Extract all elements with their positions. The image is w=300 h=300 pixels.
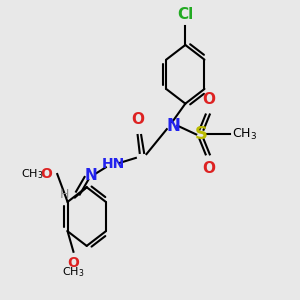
Text: O: O — [203, 161, 216, 176]
Text: S: S — [195, 124, 208, 142]
Text: CH$_3$: CH$_3$ — [62, 265, 85, 279]
Text: N: N — [166, 117, 180, 135]
Text: O: O — [40, 167, 52, 181]
Text: O: O — [68, 256, 80, 270]
Text: HN: HN — [102, 157, 125, 171]
Text: N: N — [85, 168, 98, 183]
Text: O: O — [132, 112, 145, 127]
Text: CH$_3$: CH$_3$ — [232, 127, 257, 142]
Text: CH$_3$: CH$_3$ — [21, 167, 44, 181]
Text: O: O — [203, 92, 216, 107]
Text: H: H — [60, 188, 70, 201]
Text: Cl: Cl — [177, 7, 194, 22]
